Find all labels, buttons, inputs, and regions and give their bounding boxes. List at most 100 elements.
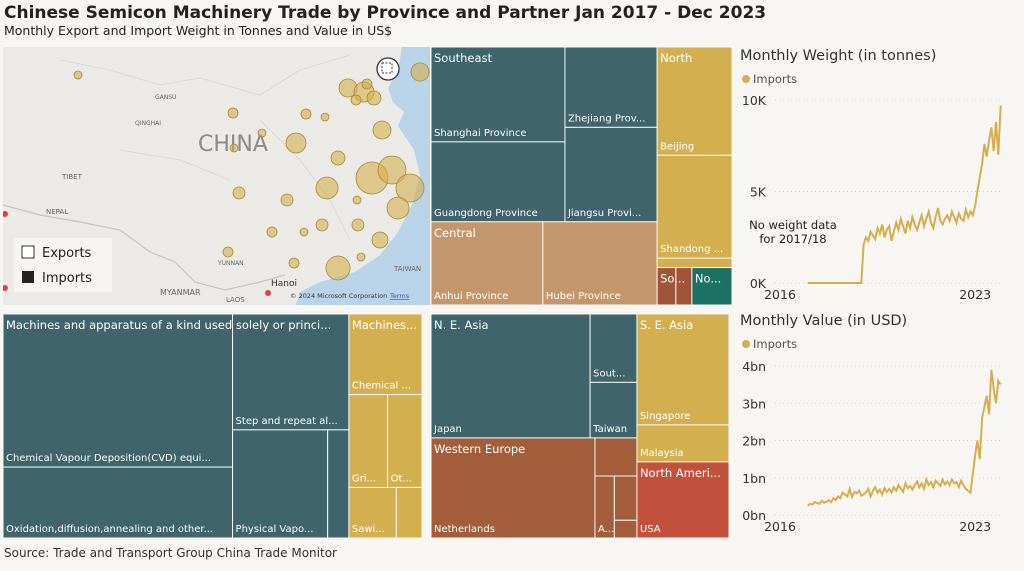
- treemap-cell-label: Chemical ...: [352, 381, 411, 392]
- map-bubble: [350, 94, 362, 106]
- treemap-cell: [430, 313, 591, 439]
- y-tick-label: 3bn: [742, 396, 766, 411]
- treemap-cell-label: Chemical Vapour Deposition(CVD) equi...: [6, 453, 211, 464]
- treemap-cell-label: Netherlands: [434, 524, 495, 535]
- map-bubble: [356, 252, 366, 262]
- map-sea: [296, 47, 430, 305]
- map-bubble: [257, 128, 267, 138]
- legend-swatch: [21, 245, 35, 259]
- line-series: [807, 369, 1002, 507]
- treemap-cell: [656, 257, 733, 269]
- legend-label: Imports: [753, 72, 797, 86]
- treemap-cell: [589, 381, 638, 439]
- treemap-cell-label: Beijing: [660, 141, 694, 152]
- map-border: [59, 54, 351, 241]
- map-bubble: [386, 196, 410, 220]
- map-label: TIBET: [61, 173, 83, 181]
- x-tick-label: 2023: [959, 287, 991, 302]
- map-bubble: [288, 257, 300, 269]
- y-tick-label: 1bn: [742, 471, 766, 486]
- legend-marker: [742, 75, 750, 83]
- treemap-cell-label: Taiwan: [592, 424, 627, 435]
- treemap-cell: [430, 437, 596, 539]
- treemap-cell: [232, 313, 350, 431]
- map-bubble: [320, 112, 330, 122]
- treemap-cell-label: USA: [640, 524, 661, 535]
- map-border: [3, 204, 286, 291]
- map-select-icon[interactable]: [376, 57, 400, 81]
- legend-label: Imports: [42, 271, 92, 286]
- map-bubble: [280, 193, 294, 207]
- treemap-group-label: S. E. Asia: [640, 318, 693, 332]
- map-pin: [265, 290, 271, 296]
- map-bubble: [227, 107, 239, 119]
- treemap-cell-label: Zhejiang Prov...: [568, 113, 645, 124]
- treemap-cell: [542, 221, 658, 306]
- treemap-group-label: No...: [695, 272, 721, 286]
- treemap-cell: [387, 394, 423, 488]
- treemap-cell: [327, 429, 350, 539]
- treemap-cell: [430, 141, 566, 223]
- x-tick-label: 2023: [959, 519, 991, 534]
- y-tick-label: 10K: [742, 93, 767, 108]
- line-series: [807, 105, 1002, 284]
- legend-marker: [742, 340, 750, 348]
- y-tick-label: 4bn: [742, 359, 766, 374]
- treemap-cell: [232, 429, 329, 539]
- treemap-cell: [636, 461, 730, 539]
- map-label: MYANMAR: [160, 288, 201, 297]
- legend-swatch: [22, 271, 34, 283]
- treemap-cell-label: Oxidation,diffusion,annealing and other.…: [6, 524, 213, 535]
- treemap-group-label: Machines...: [352, 318, 417, 332]
- map-terms[interactable]: Terms: [389, 292, 410, 300]
- map-label: GANSU: [155, 94, 176, 101]
- treemap-cell-label: Step and repeat al...: [236, 416, 338, 427]
- map-bubble: [315, 218, 329, 232]
- legend-label: Imports: [753, 337, 797, 351]
- treemap-cell-label: Gri...: [352, 473, 376, 484]
- map-bubble: [300, 108, 312, 120]
- treemap-cell: [636, 424, 730, 463]
- treemap-cell: [2, 313, 234, 468]
- treemap-group-label: So...: [660, 272, 685, 286]
- treemap-cell: [613, 519, 638, 539]
- map-bubble: [410, 62, 430, 82]
- treemap-cell-label: Guangdong Province: [434, 208, 538, 219]
- map-label: LAOS: [226, 296, 245, 304]
- treemap-cell: [613, 475, 638, 521]
- chart-title: Monthly Weight (in tonnes): [740, 48, 936, 64]
- treemap-cell: [636, 313, 730, 426]
- treemap-cell: [589, 313, 638, 383]
- map-bubble: [315, 176, 339, 200]
- map-bubble: [299, 227, 309, 237]
- treemap-cell-label: Singapore: [640, 411, 690, 422]
- treemap-cell-label: Physical Vapo...: [236, 524, 314, 535]
- y-tick-label: 0bn: [742, 508, 766, 523]
- map-bubble: [377, 155, 407, 185]
- treemap-cell: [656, 46, 733, 156]
- treemap-cell: [395, 486, 423, 539]
- map-bubble: [229, 143, 239, 153]
- treemap-cell-label: Malaysia: [640, 448, 684, 459]
- annotation: No weight data for 2017/18: [749, 218, 837, 246]
- map-bubble: [222, 246, 234, 258]
- treemap-cell: [2, 466, 234, 539]
- treemap-cell-label: Sawi...: [352, 524, 385, 535]
- x-tick-label: 2016: [764, 519, 796, 534]
- y-tick-label: 0K: [750, 276, 767, 291]
- map-pin: [3, 211, 8, 217]
- treemap-cell: [656, 154, 733, 259]
- treemap-cell: [430, 221, 544, 306]
- map-label: NEPAL: [46, 208, 68, 216]
- map-bubble: [361, 78, 373, 90]
- legend-label: Exports: [42, 246, 92, 261]
- treemap-cell-label: Anhui Province: [434, 291, 508, 302]
- subtitle: Monthly Export and Import Weight in Tonn…: [4, 23, 392, 38]
- treemap-group-label: North: [660, 51, 692, 65]
- treemap-cell: [564, 126, 658, 223]
- treemap-group-label: Western Europe: [434, 442, 525, 456]
- treemap-cell: [594, 437, 638, 477]
- treemap-cell-label: A...: [598, 524, 614, 535]
- x-tick-label: 2016: [764, 287, 796, 302]
